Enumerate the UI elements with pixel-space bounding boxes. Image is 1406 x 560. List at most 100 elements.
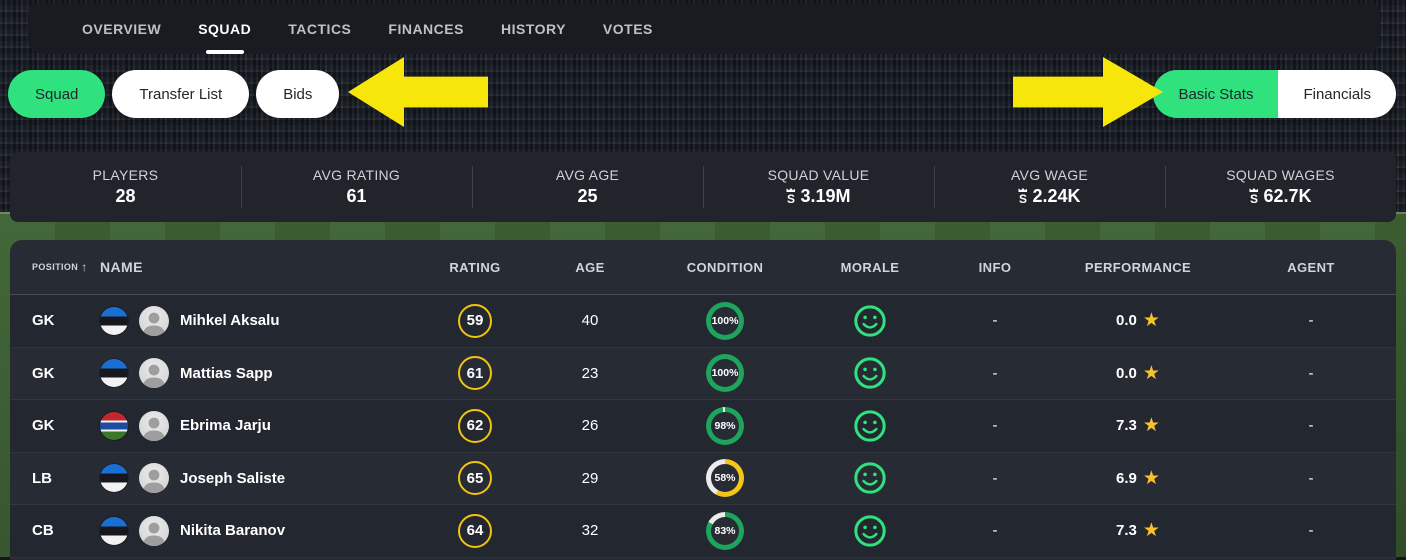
player-rating-cell: 65	[420, 461, 530, 496]
table-row[interactable]: GK Mihkel Aksalu 59 40 100% - 0.0 ★ -	[10, 295, 1396, 348]
toggle-segment-basic-stats[interactable]: Basic Stats	[1153, 70, 1279, 118]
morale-happy-smiley-icon	[854, 515, 886, 547]
stat-label: AVG RATING	[312, 167, 401, 183]
condition-percent: 100%	[711, 359, 739, 388]
player-condition-cell: 83%	[650, 511, 800, 550]
condition-ring: 98%	[706, 406, 744, 445]
table-row[interactable]: GK Ebrima Jarju 62 26 98% - 7.3 ★ -	[10, 400, 1396, 453]
performance-value: 7.3	[1116, 522, 1137, 540]
column-header-label: AGE	[575, 259, 605, 275]
top-navigation: OVERVIEW SQUAD TACTICS FINANCES HISTORY VOTES	[28, 4, 1380, 54]
tab-votes[interactable]: VOTES	[602, 21, 653, 37]
player-condition-cell: 58%	[650, 459, 800, 498]
condition-ring: 58%	[706, 459, 744, 498]
toggle-segment-financials[interactable]: Financials	[1278, 70, 1396, 118]
player-age: 23	[581, 364, 599, 382]
column-header-label: POSITION	[32, 262, 79, 272]
tab-finances[interactable]: FINANCES	[388, 21, 464, 37]
morale-happy-smiley-icon	[854, 410, 886, 442]
player-performance-cell: 7.3 ★	[1050, 521, 1226, 540]
star-icon: ★	[1142, 415, 1160, 437]
player-name-cell: Joseph Saliste	[100, 463, 420, 494]
player-name: Nikita Baranov	[180, 522, 286, 540]
player-condition-cell: 100%	[650, 354, 800, 393]
column-header-info[interactable]: INFO	[940, 260, 1050, 275]
morale-happy-smiley-icon	[854, 357, 886, 389]
morale-happy-smiley-icon	[854, 305, 886, 337]
player-name-cell: Nikita Baranov	[100, 515, 420, 546]
table-row[interactable]: LB Joseph Saliste 65 29 58% - 6.9 ★ -	[10, 453, 1396, 505]
star-icon: ★	[1142, 362, 1160, 384]
rating-badge: 62	[458, 408, 492, 443]
player-morale-cell	[800, 304, 940, 338]
condition-percent: 58%	[711, 464, 739, 493]
player-performance-cell: 0.0 ★	[1050, 364, 1226, 383]
performance-value: 7.3	[1116, 417, 1137, 435]
currency-coin-icon: S	[1018, 188, 1028, 205]
stat-value-text: 28	[115, 186, 136, 206]
stat-label: AVG WAGE	[1010, 167, 1089, 183]
condition-percent: 83%	[711, 516, 739, 545]
player-name-cell: Ebrima Jarju	[100, 410, 420, 441]
column-header-position[interactable]: POSITION ↑	[10, 260, 100, 274]
column-header-condition[interactable]: CONDITION	[650, 260, 800, 275]
filter-pill-transfer-list[interactable]: Transfer List	[112, 70, 250, 118]
tab-history[interactable]: HISTORY	[500, 21, 566, 37]
table-row[interactable]: GK Mattias Sapp 61 23 100% - 0.0 ★ -	[10, 348, 1396, 400]
stats-view-toggle: Basic Stats Financials	[1153, 70, 1396, 118]
column-header-rating[interactable]: RATING	[420, 260, 530, 275]
player-avatar	[139, 358, 169, 389]
flag-gambia-icon	[100, 411, 128, 440]
player-age: 29	[581, 469, 599, 487]
column-header-label: CONDITION	[686, 259, 764, 275]
rating-badge: 65	[458, 461, 492, 496]
stat-value-text: 61	[346, 186, 367, 206]
condition-ring: 83%	[706, 511, 744, 550]
player-condition-cell: 98%	[650, 406, 800, 445]
column-header-name[interactable]: NAME	[100, 259, 420, 275]
stat-label: PLAYERS	[92, 167, 159, 183]
column-header-age[interactable]: AGE	[530, 260, 650, 275]
player-avatar	[139, 463, 169, 494]
player-rating-cell: 61	[420, 356, 530, 391]
filter-pill-squad[interactable]: Squad	[8, 70, 106, 118]
rating-badge: 64	[458, 513, 492, 548]
currency-coin-icon: S	[786, 188, 796, 205]
flag-estonia-icon	[100, 359, 128, 388]
filter-pill-bids[interactable]: Bids	[256, 70, 340, 118]
player-morale-cell	[800, 409, 940, 443]
star-icon: ★	[1142, 310, 1160, 332]
column-header-agent[interactable]: AGENT	[1226, 260, 1396, 275]
player-avatar	[139, 515, 169, 546]
tab-tactics[interactable]: TACTICS	[288, 21, 352, 37]
flag-estonia-icon	[100, 516, 128, 545]
player-rating-cell: 64	[420, 513, 530, 548]
tab-squad[interactable]: SQUAD	[198, 4, 251, 54]
player-agent: -	[1308, 469, 1314, 487]
flag-estonia-icon	[100, 464, 128, 493]
column-header-label: MORALE	[840, 259, 900, 275]
stat-value-text: 3.19M	[800, 186, 851, 206]
player-morale-cell	[800, 514, 940, 548]
star-icon: ★	[1142, 467, 1160, 489]
table-row[interactable]: CB Nikita Baranov 64 32 83% - 7.3 ★ -	[10, 505, 1396, 558]
player-performance-cell: 0.0 ★	[1050, 311, 1226, 330]
player-age: 26	[581, 417, 599, 435]
player-name-cell: Mattias Sapp	[100, 358, 420, 389]
player-morale-cell	[800, 356, 940, 390]
player-performance-cell: 6.9 ★	[1050, 469, 1226, 488]
player-agent: -	[1308, 417, 1314, 435]
stat-avg-rating: AVG RATING 61	[241, 152, 472, 222]
column-header-morale[interactable]: MORALE	[800, 260, 940, 275]
player-agent: -	[1308, 522, 1314, 540]
condition-percent: 100%	[711, 306, 739, 335]
performance-value: 0.0	[1116, 364, 1137, 382]
column-header-label: PERFORMANCE	[1084, 259, 1192, 275]
column-header-performance[interactable]: PERFORMANCE	[1050, 260, 1226, 275]
player-age: 40	[581, 312, 599, 330]
tab-overview[interactable]: OVERVIEW	[82, 21, 162, 37]
player-info: -	[992, 522, 998, 540]
player-name: Joseph Saliste	[180, 469, 286, 487]
player-avatar	[139, 410, 169, 441]
stat-value-text: 2.24K	[1032, 186, 1081, 206]
